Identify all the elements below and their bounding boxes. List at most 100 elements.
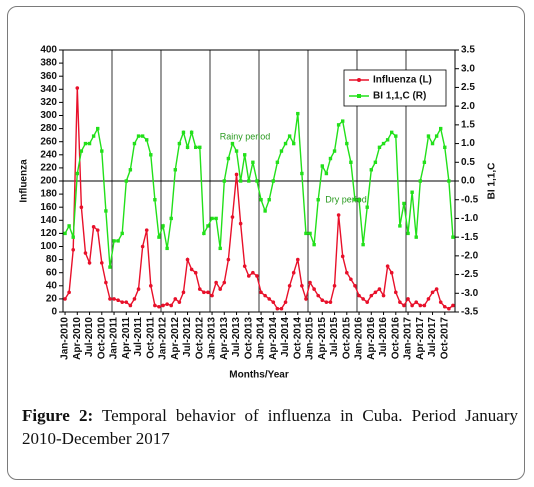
point (344, 270, 349, 275)
y2-tick-label: -0.5 (461, 194, 479, 205)
x-tick-label: Oct-2017 (439, 317, 450, 360)
point (206, 224, 210, 228)
point (430, 141, 435, 146)
point (99, 261, 104, 265)
point (238, 179, 243, 183)
annotation: Dry period (325, 194, 367, 204)
point (255, 179, 259, 183)
point (226, 257, 231, 262)
x-tick-label: Jan-2014 (256, 317, 267, 360)
point (353, 198, 357, 202)
point (161, 303, 165, 308)
point (406, 231, 410, 236)
point (390, 130, 394, 135)
y2-tick-label: -3.0 (461, 288, 479, 299)
point (402, 201, 406, 206)
point (398, 224, 402, 228)
point (324, 171, 329, 176)
y-tick-label: 180 (40, 189, 57, 200)
point (104, 280, 108, 285)
point (181, 290, 186, 295)
point (149, 153, 153, 157)
point (332, 149, 337, 153)
point (398, 300, 402, 304)
point (439, 126, 443, 131)
y-tick-label: 0 (51, 307, 57, 318)
point (283, 300, 288, 304)
y2-tick-label: 3.5 (461, 45, 475, 56)
point (406, 297, 410, 301)
chart: Influenza BI 1,1,C Months/Year 0 20 40 60 80… (19, 45, 498, 381)
point (197, 287, 202, 291)
x-tick-label: Jul-2013 (231, 317, 242, 357)
point (414, 300, 419, 304)
point (316, 293, 321, 298)
point (202, 290, 206, 295)
x-tick-label: Apr-2015 (317, 317, 328, 360)
point (328, 156, 333, 161)
point (161, 224, 165, 228)
point (353, 284, 357, 288)
y2-tick-label: 2.5 (461, 82, 475, 93)
x-tick-label: Apr-2017 (415, 317, 426, 360)
point (83, 251, 88, 255)
point (153, 303, 157, 308)
point (120, 300, 125, 304)
x-tick-label: Apr-2011 (121, 317, 132, 360)
point (124, 300, 129, 304)
point (361, 242, 365, 247)
point (418, 179, 422, 183)
point (340, 254, 345, 259)
x-tick-label: Oct-2010 (96, 317, 107, 360)
point (320, 164, 324, 168)
y2-tick-label: 0.5 (461, 157, 475, 168)
point (67, 224, 71, 228)
y2-tick-label: 1.5 (461, 119, 475, 130)
point (234, 172, 239, 177)
point (136, 287, 141, 291)
point (189, 267, 194, 272)
x-tick-label: Jan-2016 (354, 317, 365, 360)
point (91, 134, 96, 138)
y-tick-label: 120 (40, 228, 57, 239)
point (385, 264, 390, 268)
point (308, 231, 312, 236)
x-tick-label: Jul-2015 (329, 317, 340, 357)
point (373, 290, 378, 295)
point (145, 138, 149, 142)
point (426, 297, 431, 301)
legend-label: BI 1,1,C (R) (373, 91, 426, 102)
y-tick-label: 40 (46, 280, 58, 291)
point (242, 264, 247, 268)
point (222, 179, 226, 183)
point (267, 198, 271, 202)
point (336, 213, 341, 217)
x-tick-label: Oct-2016 (390, 317, 401, 360)
point (222, 280, 227, 285)
point (238, 221, 243, 226)
y2-tick-label: 2.0 (461, 101, 475, 112)
point (71, 235, 75, 239)
point (108, 265, 112, 269)
point (447, 306, 451, 311)
point (185, 257, 190, 262)
point (300, 171, 304, 176)
x-tick-label: Jul-2016 (378, 317, 389, 357)
point (177, 141, 182, 146)
point (148, 284, 153, 288)
point (332, 284, 337, 288)
annotation: Rainy period (220, 131, 271, 141)
point (410, 303, 414, 308)
y-tick-label: 300 (40, 110, 57, 121)
point (438, 300, 443, 304)
x-tick-label: Apr-2012 (170, 317, 181, 360)
point (87, 141, 92, 146)
point (377, 287, 382, 291)
point (165, 302, 169, 306)
point (434, 287, 439, 291)
point (263, 293, 267, 298)
point (214, 216, 218, 221)
point (365, 205, 369, 209)
point (304, 231, 308, 236)
point (312, 287, 316, 291)
